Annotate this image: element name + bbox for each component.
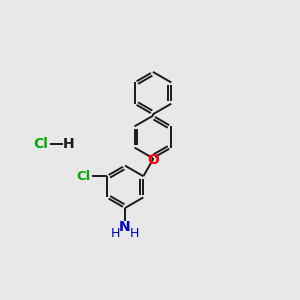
Text: Cl: Cl (76, 170, 91, 183)
Text: H: H (111, 227, 120, 240)
Text: N: N (119, 220, 131, 234)
Text: Cl: Cl (34, 137, 49, 151)
Text: O: O (147, 153, 159, 166)
Text: H: H (130, 227, 139, 240)
Text: H: H (63, 137, 75, 151)
